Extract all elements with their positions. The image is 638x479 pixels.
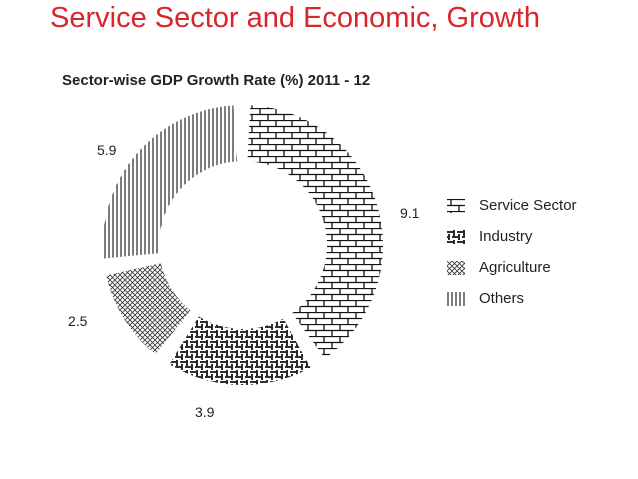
legend-item-others: Others	[447, 283, 577, 314]
legend: Service Sector Industry Agriculture Othe…	[447, 190, 577, 314]
legend-label: Others	[479, 290, 525, 307]
swatch-weave-icon	[447, 229, 465, 244]
swatch-crosshatch-icon	[447, 260, 465, 275]
slide-title: Service Sector and Economic, Growth	[50, 2, 540, 34]
legend-label: Industry	[479, 228, 533, 245]
swatch-brick-icon	[447, 198, 465, 213]
value-label-industry: 3.9	[195, 404, 215, 420]
slice-others	[103, 105, 238, 259]
slice-agriculture	[106, 263, 191, 355]
chart-title: Sector-wise GDP Growth Rate (%) 2011 - 1…	[62, 72, 371, 89]
swatch-vertical-lines-icon	[447, 291, 465, 306]
slice-industry	[169, 316, 311, 386]
legend-label: Service Sector	[479, 197, 577, 214]
legend-item-agriculture: Agriculture	[447, 252, 577, 283]
legend-item-industry: Industry	[447, 221, 577, 252]
legend-label: Agriculture	[479, 259, 551, 276]
slice-service-sector	[247, 105, 383, 359]
value-label-others: 5.9	[97, 142, 117, 158]
value-label-agriculture: 2.5	[68, 313, 88, 329]
legend-item-service: Service Sector	[447, 190, 577, 221]
value-label-service: 9.1	[400, 205, 420, 221]
